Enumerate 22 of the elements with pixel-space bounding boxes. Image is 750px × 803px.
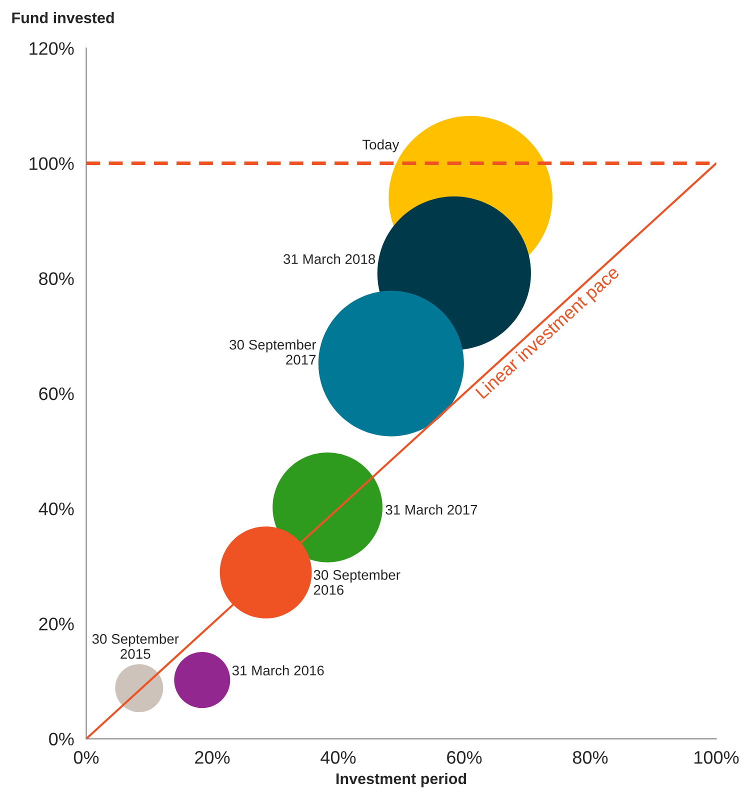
y-axis-title: Fund invested	[12, 12, 114, 24]
x-tick-label: 80%	[572, 751, 608, 764]
data-label: 31 March 2018	[284, 254, 376, 264]
y-tick-label: 80%	[39, 272, 74, 286]
y-tick-label: 0%	[49, 732, 74, 746]
y-tick-label: 20%	[39, 618, 74, 630]
data-label: 30 September 2016	[314, 570, 400, 595]
data-label: 30 September 2015	[92, 634, 179, 659]
x-tick-label: 100%	[694, 751, 739, 764]
y-tick-label: 100%	[30, 157, 74, 170]
y-tick-label: 120%	[30, 42, 74, 55]
x-tick-label: 40%	[320, 751, 356, 764]
x-axis-title: Investment period	[336, 772, 466, 788]
data-label: 30 September 2017	[230, 339, 316, 365]
data-label: 31 March 2017	[386, 504, 478, 515]
x-tick-label: 60%	[447, 751, 482, 764]
data-label: Today	[362, 139, 400, 152]
x-tick-label: 0%	[74, 751, 99, 764]
y-tick-label: 60%	[39, 387, 74, 400]
y-tick-label: 40%	[38, 502, 74, 516]
data-label: 31 March 2016	[232, 665, 324, 676]
x-tick-label: 20%	[195, 751, 230, 764]
